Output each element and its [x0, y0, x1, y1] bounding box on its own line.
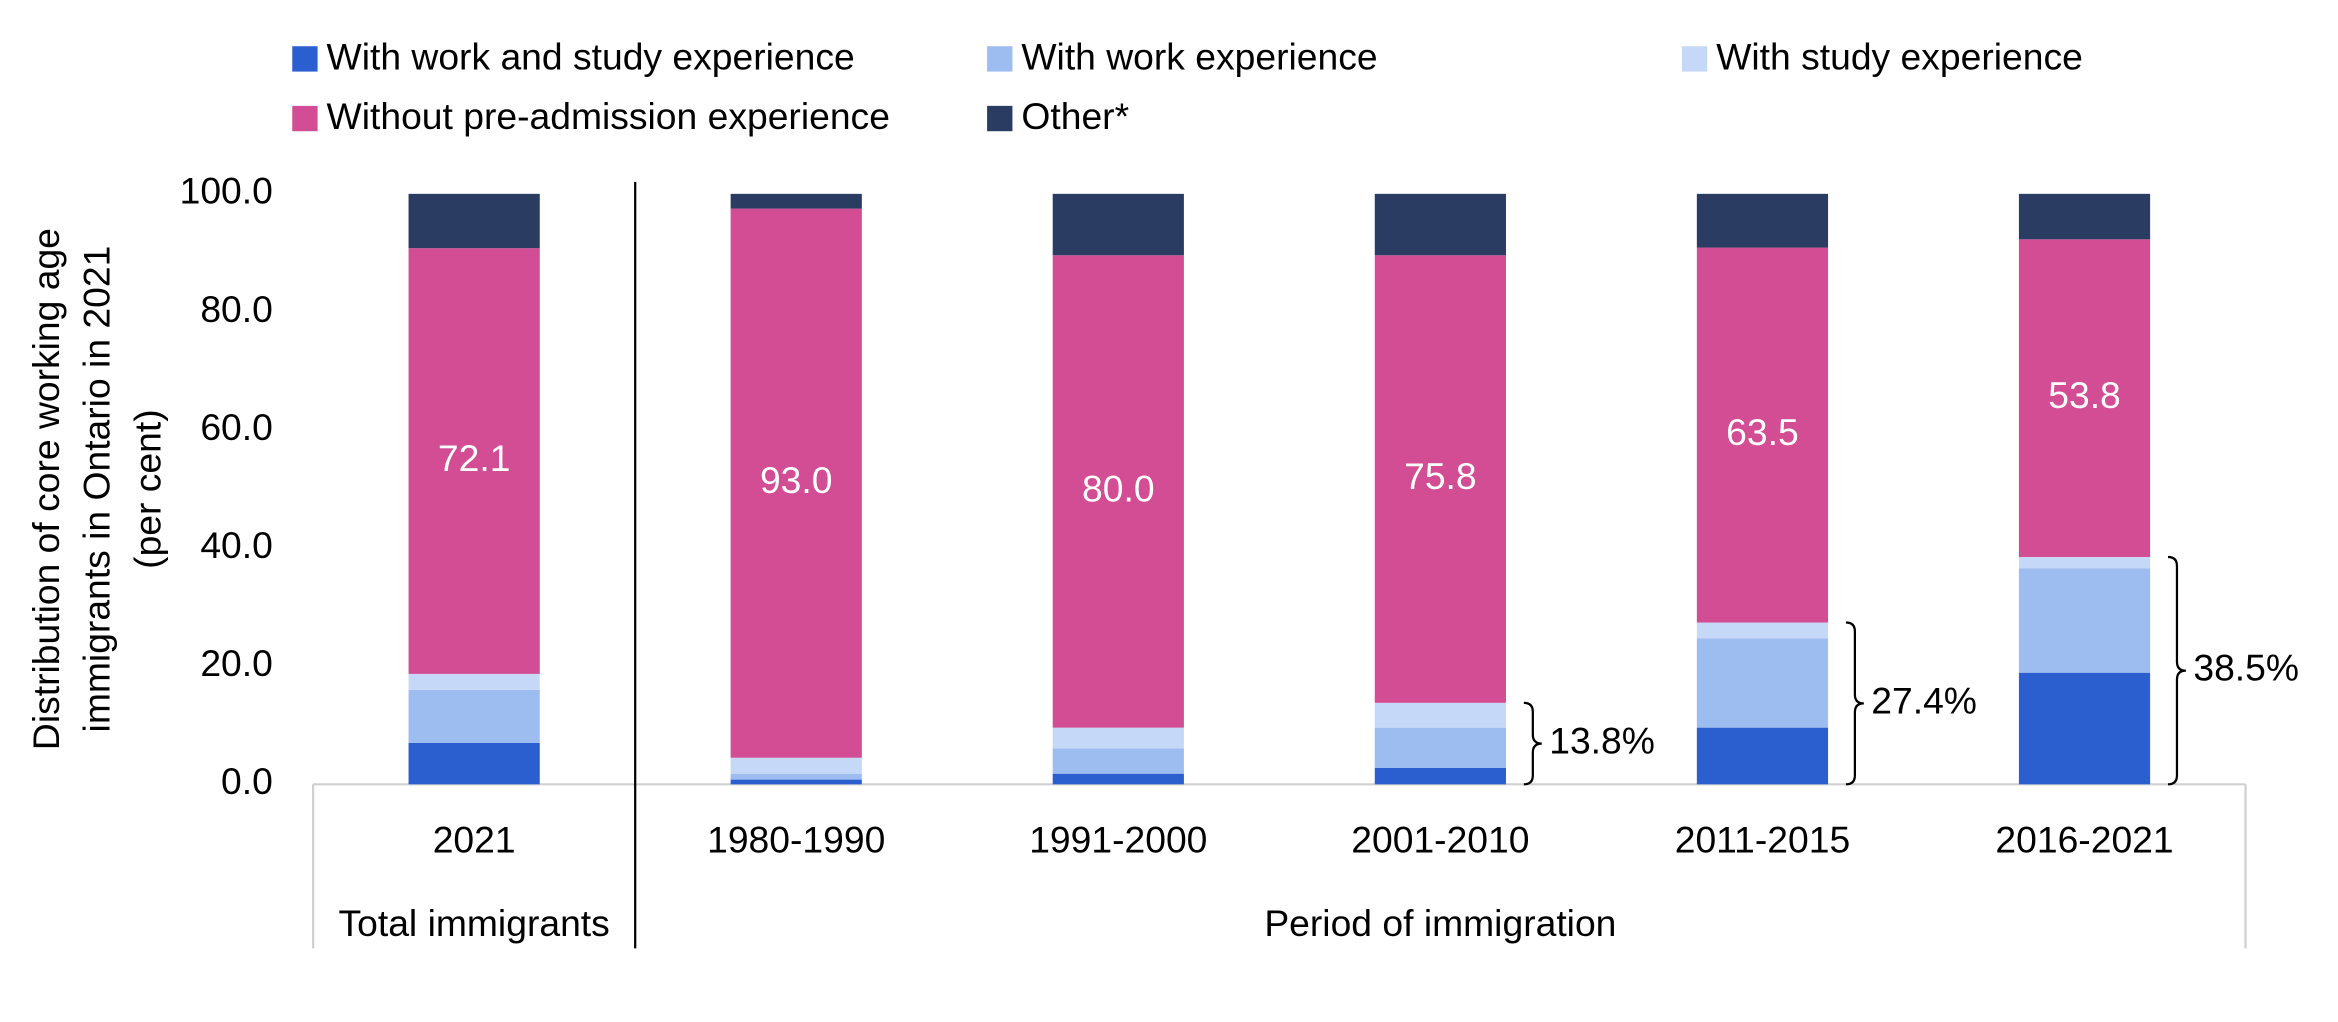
y-tick-label: 40.0 [200, 524, 273, 566]
bar-segment [1374, 255, 1506, 703]
bar-segment [2018, 193, 2151, 240]
bar-segment [1052, 727, 1184, 749]
bar-segment [1052, 193, 1184, 256]
x-tick-label: 1980-1990 [707, 818, 885, 860]
y-tick-label: 20.0 [200, 642, 273, 684]
bar-segment [730, 773, 862, 780]
bar-segment [730, 193, 862, 209]
annotation: 13.8% [1549, 719, 1655, 761]
bar-segment [408, 193, 540, 249]
bar-segment [1374, 727, 1506, 768]
bar-segment [2018, 568, 2151, 673]
bar-segment [1374, 767, 1506, 785]
y-tick-label: 60.0 [200, 406, 273, 448]
legend-label: Without pre-admission experience [327, 95, 890, 137]
bar-segment [2018, 239, 2151, 557]
legend-swatch [987, 46, 1013, 72]
bar-segment [1696, 622, 1829, 639]
data-label: 63.5 [1726, 411, 1799, 453]
legend-label: With work and study experience [327, 35, 855, 77]
bar-segment [730, 779, 862, 785]
bar-segment [2018, 556, 2151, 569]
y-tick-label: 80.0 [200, 288, 273, 330]
brace [1523, 701, 1542, 786]
bar-segment [1052, 748, 1184, 774]
bar-segment [730, 208, 862, 758]
bar-segment [2018, 672, 2151, 785]
legend-label: Other* [1021, 95, 1129, 137]
annotation: 27.4% [1871, 679, 1977, 721]
bar-segment [408, 673, 540, 690]
bar-segment [1696, 247, 1829, 623]
y-tick-label: 100.0 [180, 170, 273, 212]
data-label: 53.8 [2048, 374, 2121, 416]
annotation: 38.5% [2193, 646, 2299, 688]
group-label: Period of immigration [1264, 902, 1616, 944]
y-axis-title: immigrants in Ontario in 2021 [76, 246, 118, 733]
legend-swatch [987, 105, 1013, 132]
brace [2167, 555, 2186, 786]
brace [1845, 621, 1864, 786]
legend-swatch [292, 105, 318, 132]
x-tick-label: 2021 [433, 818, 516, 860]
legend-swatch [1681, 46, 1708, 72]
x-tick-label: 2001-2010 [1351, 818, 1529, 860]
legend-swatch [292, 46, 318, 72]
group-label: Total immigrants [339, 902, 610, 944]
y-axis-title: Distribution of core working age [25, 228, 67, 750]
data-label: 72.1 [438, 437, 511, 479]
bar-segment [1696, 638, 1829, 728]
data-label: 80.0 [1082, 467, 1155, 509]
bar-segment [1052, 255, 1184, 728]
data-label: 93.0 [760, 459, 833, 501]
legend-label: With work experience [1021, 35, 1377, 77]
bar-segment [1374, 193, 1506, 256]
x-tick-label: 2011-2015 [1675, 818, 1850, 860]
bar-segment [408, 689, 540, 743]
bar-segment [1052, 773, 1184, 785]
bar-segment [408, 742, 540, 785]
legend-label: With study experience [1716, 35, 2083, 77]
bar-segment [1696, 193, 1829, 248]
x-tick-label: 2016-2021 [1995, 818, 2173, 860]
bar-segment [408, 248, 540, 674]
y-axis-title: (per cent) [126, 409, 168, 568]
bar-segment [1696, 727, 1829, 785]
x-tick-label: 1991-2000 [1029, 818, 1207, 860]
bar-segment [1374, 702, 1506, 728]
data-label: 75.8 [1404, 455, 1477, 497]
bar-segment [730, 757, 862, 774]
y-tick-label: 0.0 [221, 760, 273, 802]
